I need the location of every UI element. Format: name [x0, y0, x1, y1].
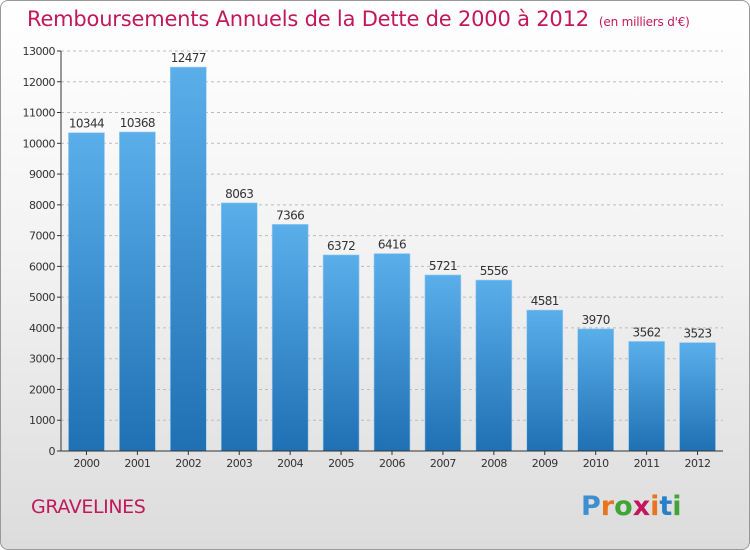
logo-letter: o — [614, 491, 633, 522]
logo-letter: i — [650, 491, 660, 522]
x-tick-label: 2003 — [226, 457, 252, 470]
y-tick-label: 13000 — [23, 45, 56, 58]
x-tick-label: 2000 — [73, 457, 99, 470]
axes — [57, 50, 723, 455]
bar-2005 — [322, 254, 360, 452]
bar-2000 — [68, 132, 105, 452]
y-tick-label: 2000 — [29, 383, 55, 396]
x-tick-label: 2006 — [379, 457, 405, 470]
data-label: 7366 — [276, 208, 304, 222]
logo-letter: t — [659, 491, 673, 522]
bar-2002 — [170, 66, 207, 452]
data-label: 6372 — [327, 239, 355, 253]
bars — [68, 66, 716, 452]
logo-letter: i — [672, 491, 682, 522]
y-tick-label: 7000 — [29, 230, 55, 243]
logo-letter: x — [632, 491, 651, 522]
data-label: 10344 — [69, 117, 104, 131]
y-tick-label: 3000 — [29, 353, 55, 366]
y-tick-label: 11000 — [23, 107, 56, 120]
x-tick-label: 2004 — [277, 457, 303, 470]
y-tick-label: 1000 — [29, 414, 55, 427]
data-label: 5721 — [429, 259, 457, 273]
y-tick-label: 12000 — [23, 76, 56, 89]
bar-2001 — [119, 131, 156, 452]
labels: 0 1000 2000 3000 4000 5000 6000 7000 8000 9000 100… — [23, 45, 713, 470]
logo-letter: P — [581, 491, 601, 522]
data-label: 4581 — [531, 294, 559, 308]
chart-title: Remboursements Annuels de la Dette de 20… — [27, 7, 690, 31]
data-label: 10368 — [120, 116, 155, 130]
bar-2010 — [577, 328, 614, 452]
y-tick-label: 0 — [49, 445, 56, 458]
x-tick-label: 2008 — [481, 457, 507, 470]
bar-2011 — [628, 341, 665, 452]
chart-subtitle: (en milliers d'€) — [598, 15, 690, 29]
y-tick-label: 4000 — [29, 322, 55, 335]
y-tick-label: 8000 — [29, 199, 55, 212]
logo-letter: r — [600, 491, 615, 522]
commune-name: GRAVELINES — [31, 496, 146, 518]
data-label: 8063 — [225, 187, 253, 201]
bar-2012 — [679, 342, 716, 452]
x-tick-label: 2011 — [634, 457, 660, 470]
x-tick-label: 2005 — [328, 457, 354, 470]
chart-title-text: Remboursements Annuels de la Dette de 20… — [27, 7, 589, 31]
x-tick-label: 2007 — [430, 457, 456, 470]
x-tick-label: 2010 — [583, 457, 609, 470]
bar-2009 — [526, 309, 564, 452]
proxiti-logo[interactable]: Proxiti — [581, 491, 682, 522]
bar-2003 — [220, 202, 258, 452]
data-label: 12477 — [171, 51, 206, 65]
bar-2007 — [424, 274, 462, 452]
x-tick-label: 2009 — [532, 457, 558, 470]
data-label: 5556 — [480, 264, 508, 278]
bar-2004 — [271, 224, 309, 452]
x-tick-label: 2001 — [124, 457, 150, 470]
data-label: 6416 — [378, 238, 406, 252]
bar-2008 — [475, 279, 513, 452]
data-label: 3523 — [683, 327, 711, 341]
y-tick-label: 10000 — [23, 137, 56, 150]
y-tick-label: 5000 — [29, 291, 55, 304]
data-label: 3562 — [633, 325, 661, 339]
x-tick-label: 2012 — [685, 457, 711, 470]
y-tick-label: 9000 — [29, 168, 55, 181]
y-tick-label: 6000 — [29, 260, 55, 273]
bar-2006 — [373, 253, 411, 452]
data-label: 3970 — [582, 313, 610, 327]
x-tick-label: 2002 — [175, 457, 201, 470]
